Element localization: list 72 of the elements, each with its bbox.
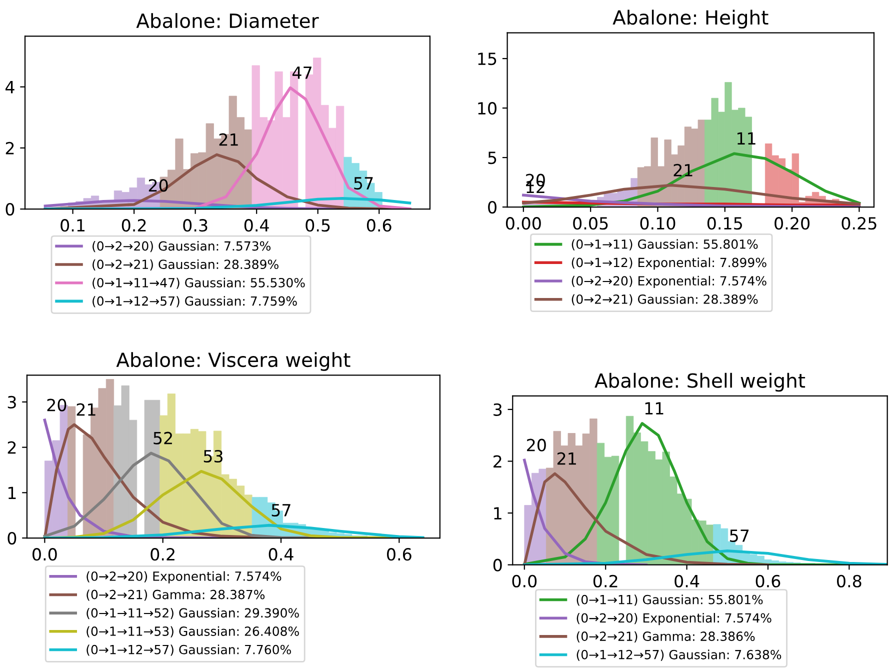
x-tick-label: 0.6 [366,219,392,232]
annotation: 52 [154,432,172,444]
y-tick-label: 2 [6,142,14,154]
x-tick-label: 0.2 [593,574,618,588]
annotation: 53 [204,450,223,463]
legend-label: (0→2→21) Gamma: 28.387% [86,590,265,601]
x-tick-label: 0.3 [183,219,208,232]
annotation: 57 [272,504,290,517]
legend-label: (0→2→21) Gaussian: 28.389% [92,259,278,271]
legend-label: (0→1→12→57) Gaussian: 7.760% [86,644,291,656]
x-tick-label: 0.4 [268,548,294,561]
x-tick-label: 0.05 [573,217,608,230]
annotation: 47 [292,66,312,79]
x-tick-label: 0.20 [774,217,810,230]
legend-label: (0→1→11) Gaussian: 55.801% [572,239,758,250]
annotation: 57 [730,530,749,542]
chart-title: Abalone: Shell weight [594,372,806,392]
chart-title: Abalone: Height [612,10,768,29]
legend-label: (0→1→12→57) Gaussian: 7.759% [92,296,297,308]
legend-label: (0→2→21) Gamma: 28.386% [576,631,755,642]
legend-label: (0→2→21) Gaussian: 28.389% [572,294,758,306]
y-tick-label: 1 [8,486,16,499]
y-tick-label: 2 [494,455,502,468]
legend-label: (0→2→20) Exponential: 7.574% [576,612,772,626]
y-tick-label: 0 [493,558,502,572]
y-tick-label: 3 [494,403,502,416]
y-tick-label: 0 [6,203,14,216]
x-tick-label: 0.5 [306,219,330,232]
legend-label: (0→1→11) Gaussian: 55.801% [576,594,763,606]
x-tick-label: 0.1 [60,219,85,232]
legend-label: (0→2→20) Exponential: 7.574% [86,571,282,584]
chart-title: Abalone: Diameter [136,13,319,28]
x-tick-label: 0.4 [244,219,269,232]
x-tick-label: 0.6 [387,548,412,561]
x-tick-label: 0.4 [674,574,700,588]
legend-label: (0→1→11→53) Gaussian: 26.408% [86,626,299,638]
y-tick-label: 15 [478,52,496,66]
x-tick-label: 0.0 [32,548,57,561]
annotation: 21 [76,403,96,416]
x-tick-label: 0.25 [842,217,876,230]
annotation: 20 [527,438,546,452]
legend-label: (0→2→20) Gaussian: 7.573% [92,241,270,252]
y-tick-label: 5 [488,152,496,164]
y-tick-label: 0 [8,532,16,545]
x-tick-label: 0.10 [640,217,676,230]
annotation: 20 [148,179,168,192]
x-tick-label: 0.00 [506,217,541,230]
y-tick-label: 3 [8,396,16,409]
y-tick-label: 2 [8,441,16,454]
annotation: 20 [47,398,66,412]
chart-title: Abalone: Viscera weight [116,352,350,371]
x-tick-label: 0.6 [756,574,780,588]
legend-label: (0→1→11→52) Gaussian: 29.390% [86,608,299,620]
legend-label: (0→2→20) Exponential: 7.574% [572,276,766,288]
annotation: 57 [354,177,373,190]
x-tick-label: 0.2 [150,548,174,561]
y-tick-label: 4 [6,81,14,94]
annotation: 21 [219,133,238,146]
x-tick-label: 0.8 [837,574,862,588]
legend-label: (0→1→11→47) Gaussian: 55.530% [92,278,305,289]
annotation: 11 [738,132,756,145]
y-tick-label: 10 [478,102,496,115]
x-tick-label: 0.0 [512,574,537,588]
x-tick-label: 0.15 [707,217,742,230]
x-tick-label: 0.2 [122,219,146,232]
y-tick-label: 1 [494,507,502,520]
y-tick-label: 0 [488,200,496,214]
legend-label: (0→1→12) Exponential: 7.899% [572,258,766,270]
annotation: 11 [645,402,664,414]
legend-label: (0→1→12→57) Gaussian: 7.638% [576,650,782,661]
annotation: 21 [557,452,576,465]
annotation: 21 [674,164,692,176]
